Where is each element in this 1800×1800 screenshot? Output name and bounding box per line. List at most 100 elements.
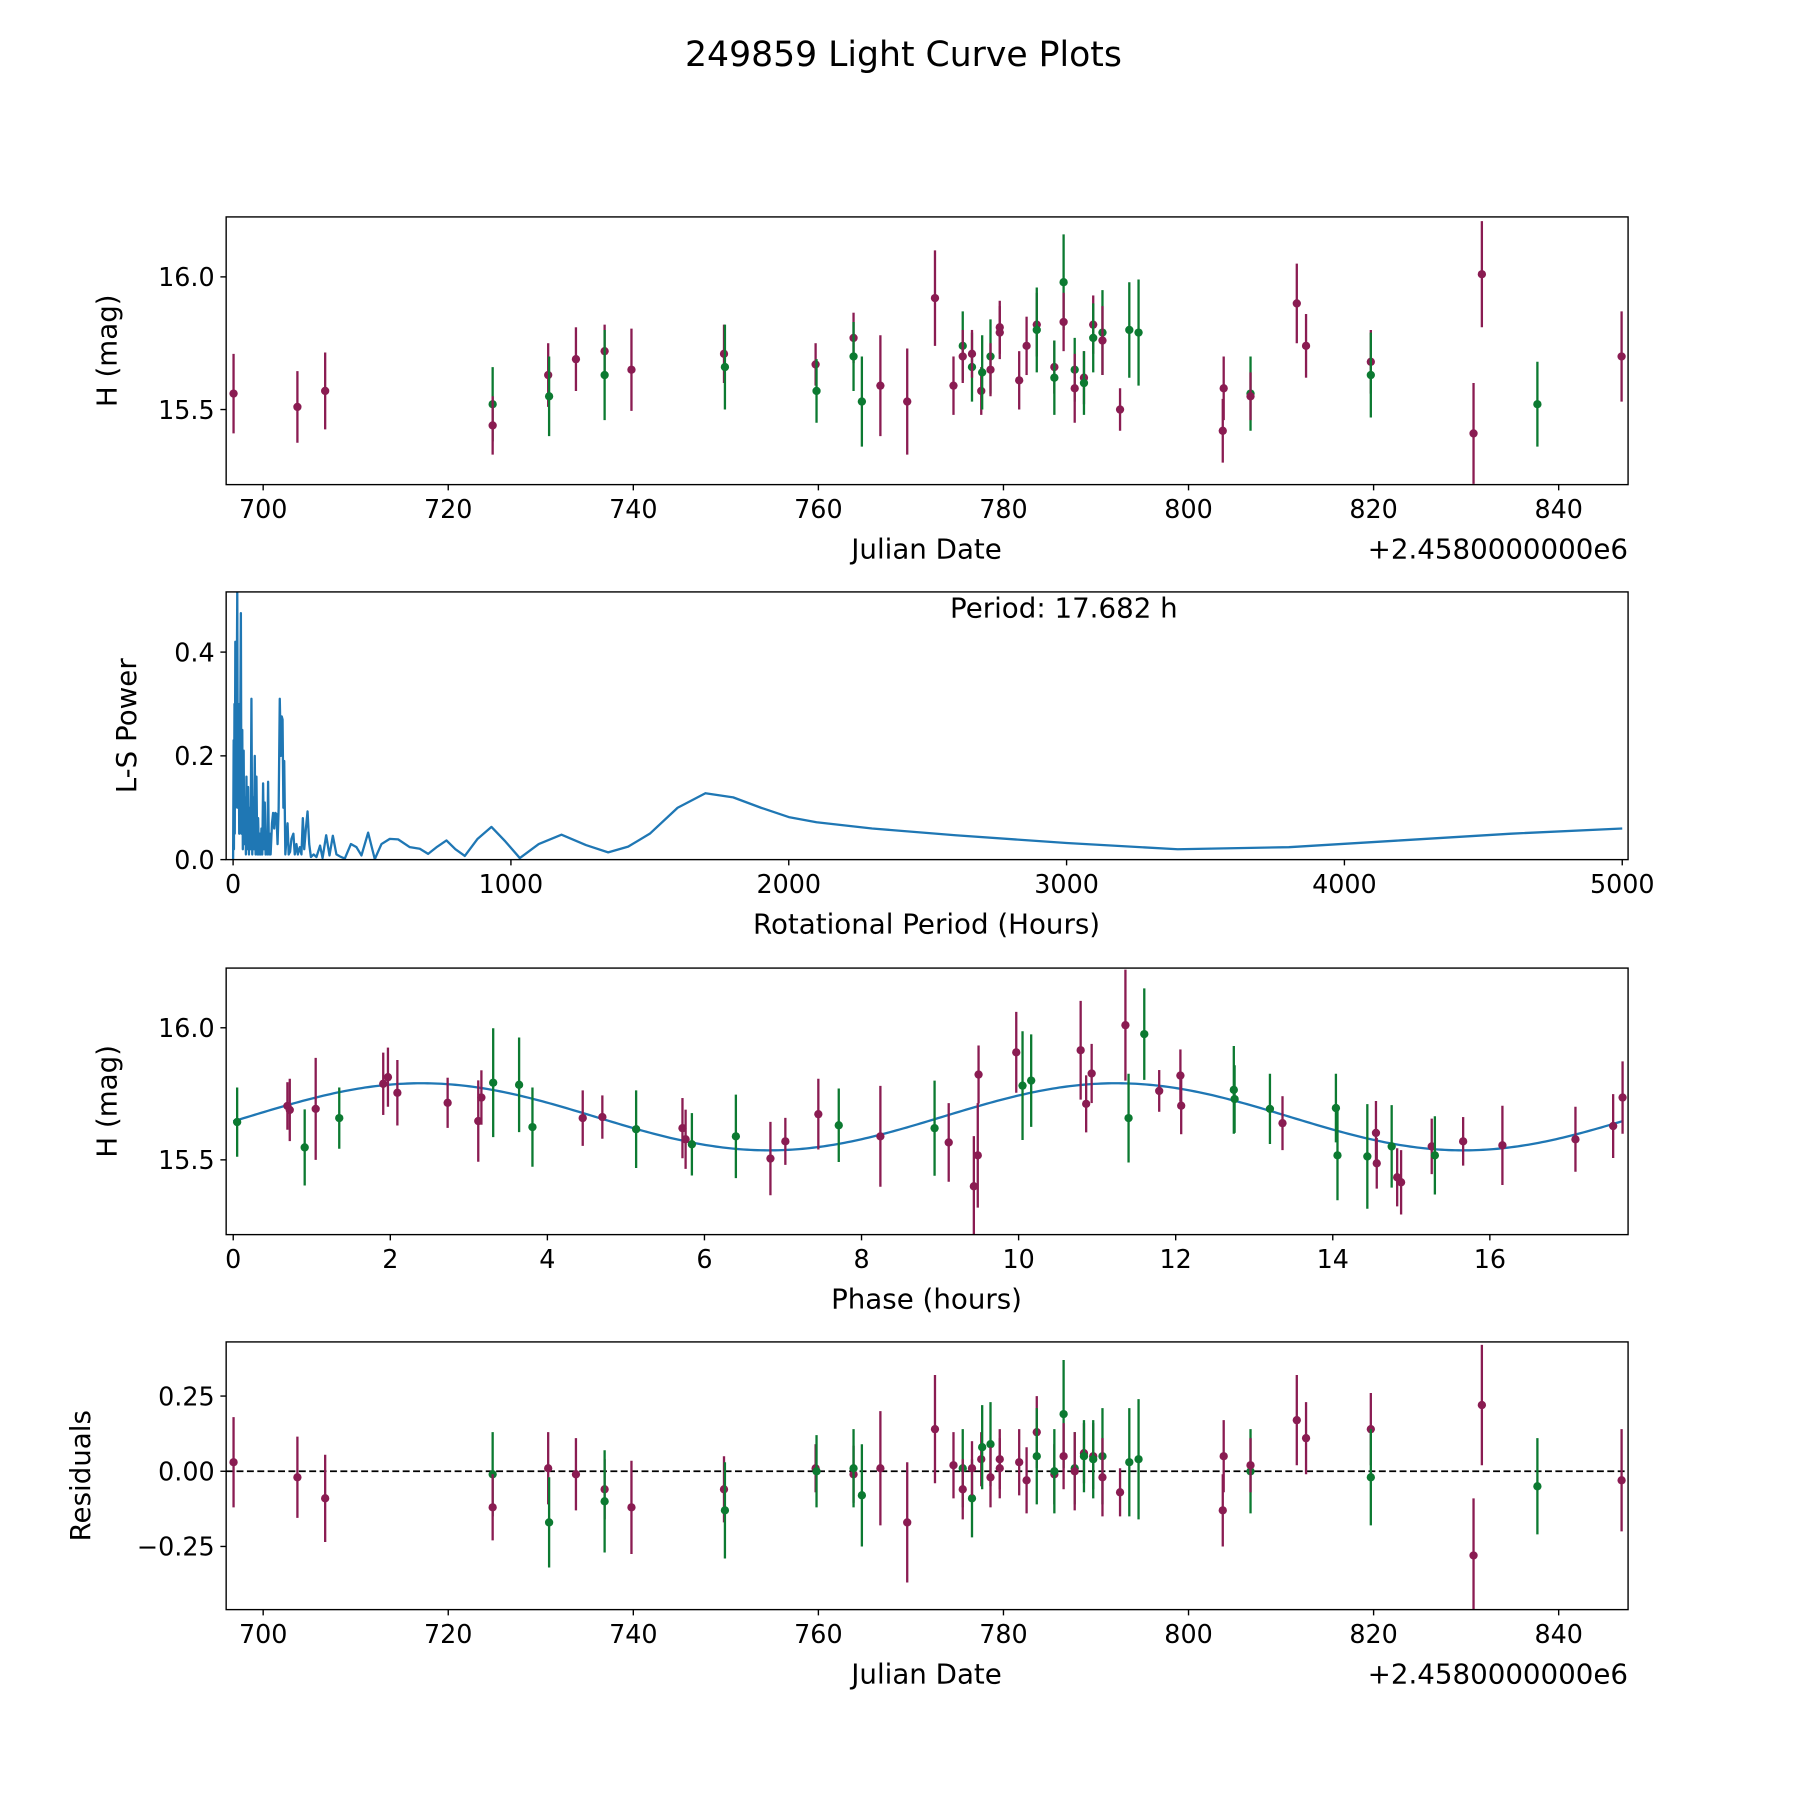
data-marker	[514, 1080, 524, 1089]
data-point	[600, 1450, 609, 1553]
data-point	[1230, 1065, 1239, 1133]
data-marker	[1012, 1048, 1021, 1057]
data-marker	[1533, 400, 1542, 409]
data-marker	[1617, 352, 1626, 361]
period-annotation: Period: 17.682 h	[950, 591, 1178, 624]
data-point	[544, 1477, 554, 1568]
data-point	[720, 324, 730, 410]
data-point	[1015, 1429, 1024, 1496]
y-tick-label: −0.25	[137, 1532, 215, 1562]
data-point	[1246, 372, 1255, 421]
data-point	[514, 1037, 524, 1133]
data-marker	[229, 389, 238, 398]
data-marker	[1458, 1137, 1468, 1146]
y-axis-label: H (mag)	[91, 1045, 124, 1158]
x-tick-label: 720	[424, 1619, 472, 1649]
data-marker	[1246, 392, 1255, 401]
data-point	[1301, 314, 1311, 378]
data-marker	[1098, 1473, 1107, 1482]
data-point	[1022, 316, 1031, 376]
data-marker	[1371, 1128, 1381, 1138]
data-point	[627, 328, 636, 411]
residuals-panel: 700 720 740 760 780 800 820 840 −0.25 0.00 0.25 Jul…	[64, 1341, 1629, 1690]
data-marker	[930, 1124, 939, 1133]
data-point	[1246, 1438, 1255, 1493]
data-point	[1059, 292, 1068, 352]
data-point	[571, 327, 581, 391]
data-marker	[1098, 336, 1107, 345]
y-tick-label: 0.25	[158, 1381, 215, 1411]
data-point	[1372, 1137, 1381, 1189]
data-point	[383, 1047, 393, 1107]
data-marker	[1050, 373, 1059, 382]
data-marker	[1032, 1452, 1041, 1461]
y-tick-label: 15.5	[158, 1145, 215, 1175]
data-marker	[1022, 341, 1031, 351]
data-marker	[335, 1113, 344, 1123]
x-axis-label: Julian Date	[849, 1657, 1002, 1690]
data-point	[1469, 1498, 1478, 1610]
data-marker	[1134, 1455, 1143, 1464]
data-marker	[903, 397, 912, 406]
periodogram-panel: 0 1000 2000 3000 4000 5000 0.0 0.2 0.4 Rotational…	[110, 591, 1655, 940]
data-marker	[1079, 378, 1089, 388]
data-marker	[1125, 325, 1134, 335]
data-marker	[1301, 341, 1311, 351]
plot-area	[232, 969, 1627, 1235]
data-point	[1609, 1094, 1618, 1159]
data-point	[834, 1088, 843, 1162]
data-point	[812, 1435, 821, 1508]
data-marker	[967, 1494, 977, 1503]
x-tick-label: 6	[696, 1244, 712, 1274]
data-point	[1292, 1375, 1301, 1466]
data-marker	[1155, 1086, 1164, 1096]
y-tick-label: 0.2	[174, 741, 214, 771]
data-marker	[1082, 1099, 1091, 1109]
data-point	[1089, 303, 1098, 373]
data-point	[1301, 1402, 1311, 1475]
data-point	[1032, 287, 1041, 373]
x-tick-label: 840	[1534, 1619, 1582, 1649]
data-marker	[1301, 1434, 1311, 1443]
data-marker	[1027, 1076, 1036, 1085]
data-point	[598, 1095, 607, 1139]
data-marker	[973, 1151, 982, 1160]
data-point	[1396, 1150, 1406, 1215]
data-point	[335, 1087, 344, 1149]
data-marker	[1292, 1415, 1301, 1425]
data-point	[1278, 1096, 1287, 1151]
data-point	[1070, 1432, 1079, 1511]
data-point	[1366, 1429, 1375, 1526]
data-point	[293, 371, 302, 443]
data-marker	[1571, 1135, 1580, 1144]
x-tick-label: 2000	[756, 869, 821, 899]
data-point	[1387, 1105, 1396, 1188]
data-point	[876, 1085, 885, 1187]
data-point	[978, 335, 987, 410]
data-point	[995, 306, 1004, 360]
data-marker	[967, 1464, 977, 1473]
x-axis-offset-label: +2.4580000000e6	[1368, 532, 1628, 565]
data-marker	[834, 1121, 843, 1130]
data-point	[1155, 1070, 1164, 1112]
data-marker	[1363, 1152, 1372, 1161]
data-point	[1087, 1043, 1096, 1104]
data-marker	[488, 1503, 497, 1512]
data-point	[1050, 340, 1059, 415]
data-point	[1115, 388, 1125, 431]
data-point	[1027, 1034, 1036, 1127]
data-marker	[731, 1132, 741, 1141]
x-tick-label: 700	[239, 1619, 287, 1649]
data-marker	[814, 1110, 823, 1119]
data-marker	[1498, 1141, 1507, 1150]
data-marker	[720, 362, 730, 372]
data-marker	[600, 370, 609, 380]
data-marker	[681, 1135, 690, 1144]
data-marker	[1089, 1455, 1098, 1464]
data-point	[300, 1109, 309, 1186]
data-marker	[285, 1105, 294, 1115]
plot-area	[229, 221, 1626, 484]
data-marker	[321, 386, 330, 396]
data-point	[544, 356, 554, 437]
data-marker	[1018, 1081, 1027, 1090]
